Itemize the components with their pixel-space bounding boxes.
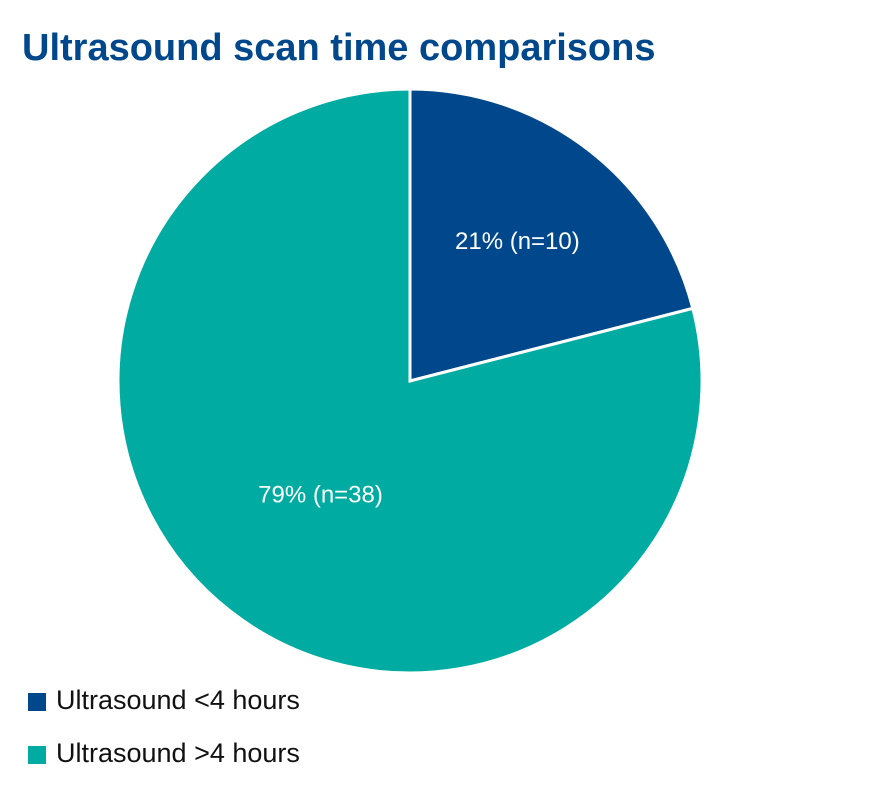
pie-slice: [116, 87, 704, 675]
chart-title: Ultrasound scan time comparisons: [22, 27, 656, 69]
legend-label: Ultrasound >4 hours: [56, 738, 300, 768]
slice-label: 21% (n=10): [455, 228, 580, 255]
legend-swatch: [28, 746, 46, 764]
legend-label: Ultrasound <4 hours: [56, 685, 300, 715]
legend-swatch: [28, 693, 46, 711]
slice-label: 79% (n=38): [258, 482, 383, 509]
pie-slice: [408, 87, 695, 383]
